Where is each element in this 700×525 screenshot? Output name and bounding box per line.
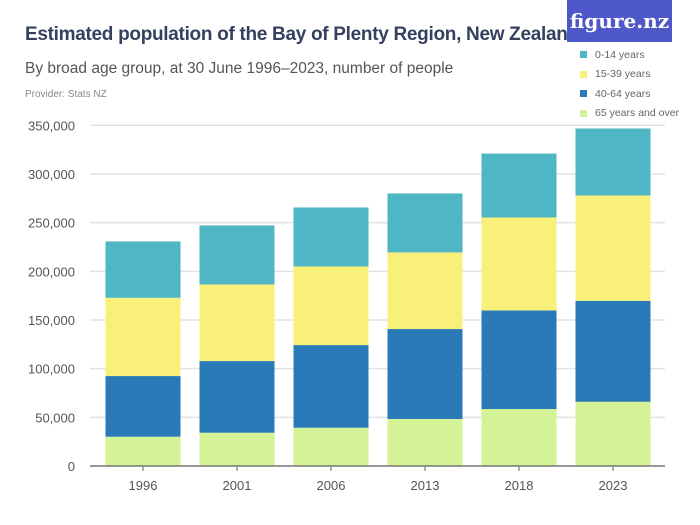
legend-swatch [580,90,587,98]
bar-segment-0-14-years [387,193,463,253]
y-tick-label: 50,000 [35,410,75,425]
y-tick-label: 350,000 [28,118,75,133]
y-tick-label: 200,000 [28,264,75,279]
bar-segment-40-64-years [293,345,369,428]
legend-label: 15-39 years [595,68,651,81]
legend: 0-14 years 15-39 years 40-64 years 65 years… [580,45,679,123]
legend-item: 15-39 years [580,65,679,85]
x-tick-label: 2013 [411,478,440,493]
bar-segment-40-64-years [387,329,463,419]
x-tick-label: 2018 [505,478,534,493]
legend-swatch [580,51,587,59]
bar-segment-15-39-years [481,217,557,311]
chart-title: Estimated population of the Bay of Plent… [25,24,579,45]
bar-segment-0-14-years [481,153,557,218]
y-tick-label: 0 [68,459,75,474]
bar-segment-40-64-years [199,361,275,433]
bar-segment-40-64-years [575,300,651,402]
bar-segment-65-years-and-over [387,418,463,466]
bar-segment-65-years-and-over [575,401,651,466]
legend-item: 65 years and over [580,104,679,124]
bar-segment-15-39-years [575,195,651,301]
legend-label: 0-14 years [595,48,645,61]
legend-label: 65 years and over [595,107,680,120]
x-tick-label: 2023 [599,478,628,493]
bar-segment-40-64-years [481,310,557,410]
y-tick-label: 250,000 [28,216,75,231]
bar-segment-15-39-years [293,266,369,346]
legend-item: 0-14 years [580,45,679,65]
provider-label: Provider: Stats NZ [25,89,107,100]
bar-segment-0-14-years [105,241,181,298]
x-tick-label: 2001 [223,478,252,493]
y-tick-label: 100,000 [28,362,75,377]
figure-nz-logo[interactable]: figure.nz [567,0,672,42]
bar-segment-65-years-and-over [481,409,557,466]
bar-segment-0-14-years [575,128,651,196]
bar-segment-0-14-years [293,207,369,267]
bar-segment-15-39-years [199,284,275,362]
legend-swatch [580,109,587,117]
bar-segment-65-years-and-over [293,427,369,466]
x-tick-label: 2006 [317,478,346,493]
bar-segment-40-64-years [105,376,181,437]
bar-segment-15-39-years [387,252,463,330]
y-tick-label: 150,000 [28,313,75,328]
bar-segment-65-years-and-over [199,432,275,466]
legend-label: 40-64 years [595,87,651,100]
bar-segment-15-39-years [105,297,181,377]
legend-swatch [580,70,587,78]
bar-segment-0-14-years [199,225,275,285]
y-tick-label: 300,000 [28,167,75,182]
bar-segment-65-years-and-over [105,436,181,466]
legend-item: 40-64 years [580,84,679,104]
x-tick-label: 1996 [129,478,158,493]
chart-subtitle: By broad age group, at 30 June 1996–2023… [25,60,454,77]
